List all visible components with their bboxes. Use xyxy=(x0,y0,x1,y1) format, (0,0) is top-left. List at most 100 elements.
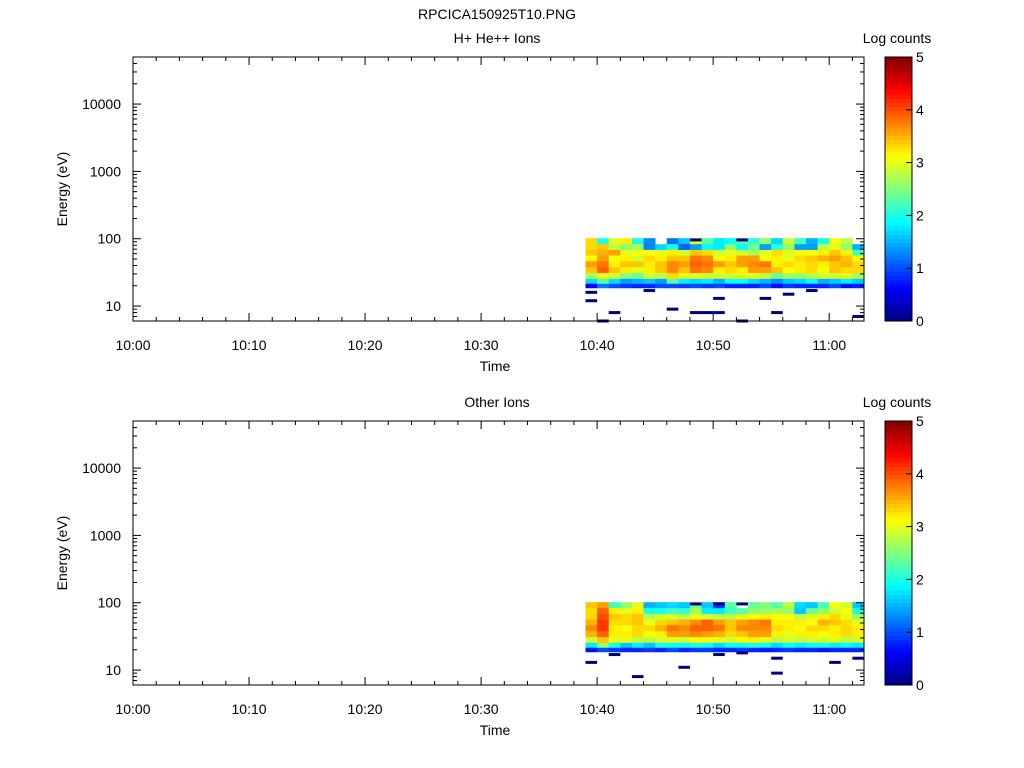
y-tick-label: 10000 xyxy=(82,460,121,476)
heatmap-cell xyxy=(620,602,633,609)
colorbar-swatch xyxy=(885,639,912,645)
heatmap-cell xyxy=(747,278,760,285)
colorbar-swatch xyxy=(885,279,912,285)
heatmap-cell xyxy=(608,273,621,280)
heatmap-cell xyxy=(736,642,749,649)
colorbar-swatch xyxy=(885,73,912,79)
colorbar-swatch xyxy=(885,69,912,75)
colorbar-swatch xyxy=(885,528,912,533)
heatmap-cell xyxy=(852,637,865,644)
heatmap-cell xyxy=(713,267,726,274)
colorbar-swatch xyxy=(885,217,912,223)
colorbar-swatch xyxy=(885,672,912,678)
colorbar-swatch xyxy=(885,160,912,165)
heatmap-cell xyxy=(713,625,726,632)
heatmap-cell xyxy=(817,631,830,638)
heatmap-cell xyxy=(817,613,830,620)
heatmap-cell xyxy=(817,608,830,615)
heatmap-cell xyxy=(608,238,621,245)
sparse-cell xyxy=(771,656,783,660)
heatmap-cell xyxy=(829,647,842,653)
heatmap-cells xyxy=(585,602,865,653)
heatmap-cell xyxy=(678,249,691,256)
heatmap-cell xyxy=(771,642,784,649)
colorbar-swatch xyxy=(885,577,912,583)
colorbar-swatch xyxy=(885,65,912,70)
colorbar-swatch xyxy=(885,205,912,211)
heatmap-cell xyxy=(689,249,702,256)
heatmap-cell xyxy=(759,647,772,653)
colorbar-swatch xyxy=(885,536,912,542)
heatmap-cell xyxy=(724,625,737,632)
colorbar-swatch xyxy=(885,242,912,248)
heatmap-cell xyxy=(666,608,679,615)
heatmap-cell xyxy=(689,278,702,285)
colorbar-swatch xyxy=(885,466,912,472)
heatmap-cell xyxy=(666,613,679,620)
heatmap-cell xyxy=(608,619,621,626)
colorbar-swatch xyxy=(885,110,912,116)
heatmap-cell xyxy=(817,647,830,653)
colorbar-swatch xyxy=(885,135,912,141)
colorbar-swatch xyxy=(885,623,912,628)
heatmap-cell xyxy=(805,249,818,256)
heatmap-cell xyxy=(666,278,679,285)
heatmap-cell xyxy=(829,608,842,615)
heatmap-cell xyxy=(736,278,749,285)
colorbar: 0 1 2 3 4 5 xyxy=(884,49,924,329)
heatmap-cell xyxy=(817,642,830,649)
sparse-cell xyxy=(631,675,644,679)
heatmap-cell xyxy=(782,647,795,653)
heatmap-cell xyxy=(759,267,772,274)
heatmap-cell xyxy=(620,625,633,632)
heatmap-cell xyxy=(736,613,749,620)
heatmap-cell xyxy=(759,238,772,245)
heatmap-cell xyxy=(666,637,679,644)
heatmap-cell xyxy=(678,642,691,649)
heatmap-cell xyxy=(852,631,865,638)
heatmap-cell xyxy=(852,278,865,285)
heatmap-cell xyxy=(701,602,714,609)
heatmap-cell xyxy=(771,647,784,653)
heatmap-cell xyxy=(643,255,656,262)
heatmap-cell xyxy=(782,238,795,245)
colorbar-swatch xyxy=(885,656,912,661)
x-tick-label: 10:10 xyxy=(232,337,267,353)
heatmap-cell xyxy=(829,625,842,632)
sparse-cell xyxy=(759,296,772,300)
colorbar-frame xyxy=(884,56,913,322)
heatmap-cell xyxy=(608,602,621,609)
colorbar-swatch xyxy=(885,573,912,579)
heatmap-cell xyxy=(794,261,807,268)
colorbar-swatch xyxy=(885,255,912,260)
heatmap-cell xyxy=(736,608,749,615)
heatmap-cell xyxy=(689,283,702,289)
heatmap-cell xyxy=(597,278,610,285)
heatmap-cell xyxy=(724,238,737,245)
heatmap-cell xyxy=(620,255,633,262)
heatmap-cell xyxy=(794,244,807,251)
y-axis-label: Energy (eV) xyxy=(54,152,70,227)
heatmap-cell xyxy=(736,283,749,289)
heatmap-cell xyxy=(805,647,818,653)
colorbar-swatch xyxy=(885,164,912,169)
heatmap-cell xyxy=(631,631,644,638)
heatmap-cell xyxy=(771,278,784,285)
heatmap-cell xyxy=(689,608,702,615)
plot-frame xyxy=(132,420,865,686)
heatmap-cell xyxy=(713,608,726,615)
colorbar-swatch xyxy=(885,176,912,182)
heatmap-cell xyxy=(678,602,691,609)
panel-other-ions: Other Ions Log counts Time Energy (eV) 1… xyxy=(54,394,931,738)
heatmap-cell xyxy=(747,637,760,644)
colorbar-swatch xyxy=(885,449,912,455)
colorbar-swatch xyxy=(885,524,912,529)
colorbar-swatch xyxy=(885,271,912,277)
heatmap-cell xyxy=(805,631,818,638)
heatmap-cell xyxy=(631,647,644,653)
heatmap-cell xyxy=(631,249,644,256)
heatmap-cell xyxy=(608,249,621,256)
colorbar-swatch xyxy=(885,189,912,194)
heatmap-cell xyxy=(794,647,807,653)
heatmap-cell xyxy=(840,244,853,251)
